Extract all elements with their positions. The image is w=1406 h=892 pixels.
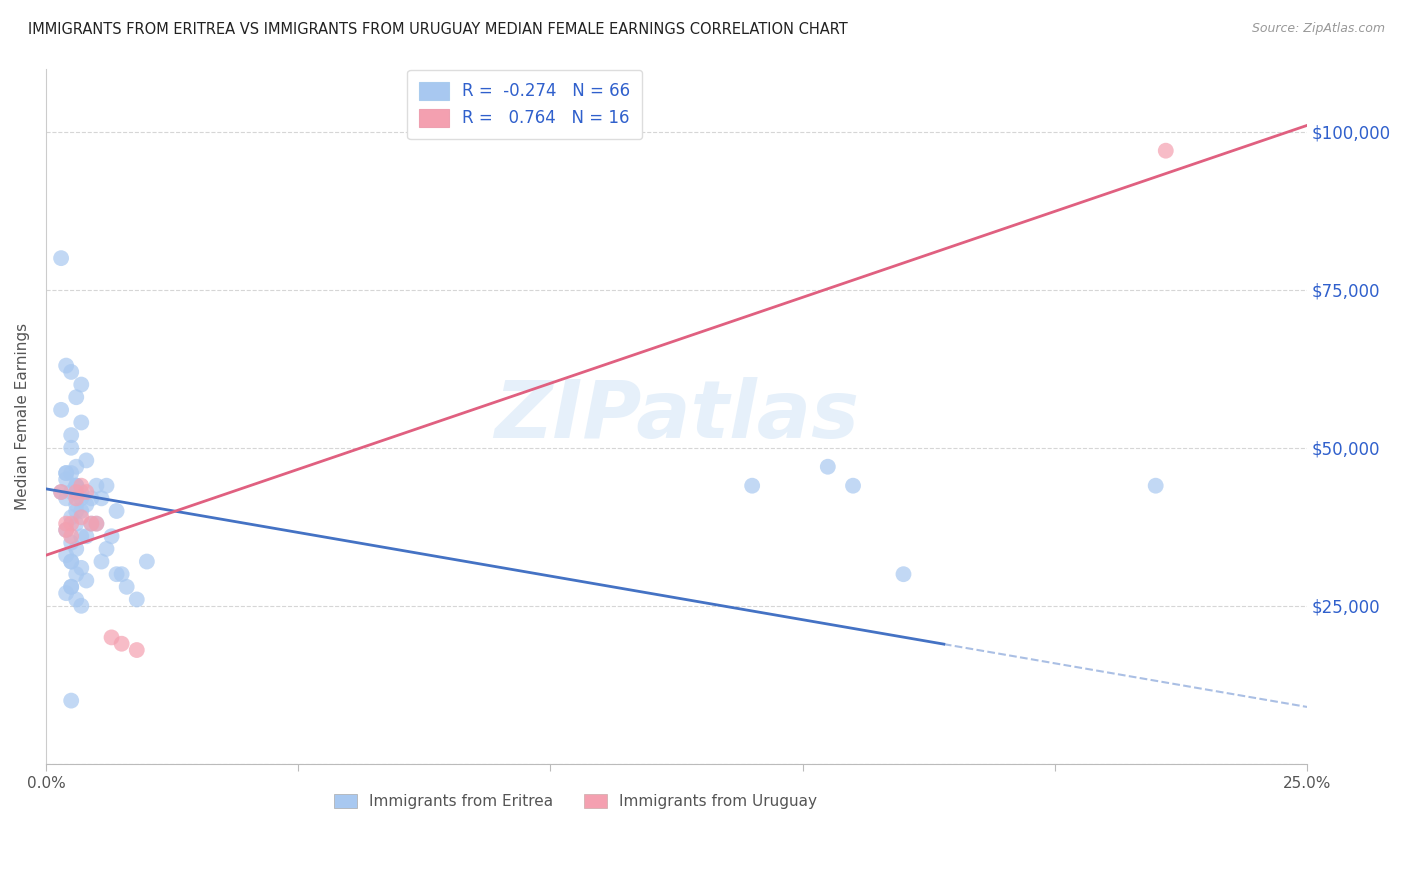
Point — [893, 567, 915, 582]
Text: ZIPatlas: ZIPatlas — [494, 377, 859, 455]
Point — [70, 377, 93, 392]
Point — [49, 251, 72, 265]
Point — [60, 555, 83, 569]
Point — [86, 516, 108, 531]
Point — [65, 390, 87, 404]
Point — [65, 479, 87, 493]
Point — [105, 567, 128, 582]
Point — [60, 441, 83, 455]
Point — [70, 510, 93, 524]
Point — [105, 504, 128, 518]
Point — [842, 479, 865, 493]
Point — [125, 592, 148, 607]
Point — [70, 529, 93, 543]
Point — [817, 459, 839, 474]
Point — [111, 637, 134, 651]
Point — [100, 631, 122, 645]
Point — [55, 548, 77, 562]
Point — [86, 516, 108, 531]
Point — [60, 510, 83, 524]
Point — [70, 479, 93, 493]
Point — [70, 599, 93, 613]
Point — [75, 529, 97, 543]
Point — [55, 466, 77, 480]
Point — [135, 555, 157, 569]
Point — [60, 693, 83, 707]
Point — [60, 485, 83, 500]
Point — [65, 516, 87, 531]
Point — [65, 479, 87, 493]
Y-axis label: Median Female Earnings: Median Female Earnings — [15, 323, 30, 509]
Point — [49, 402, 72, 417]
Point — [60, 580, 83, 594]
Point — [65, 491, 87, 506]
Point — [55, 516, 77, 531]
Point — [75, 485, 97, 500]
Point — [55, 491, 77, 506]
Point — [49, 485, 72, 500]
Point — [55, 472, 77, 486]
Point — [55, 523, 77, 537]
Point — [741, 479, 763, 493]
Point — [65, 567, 87, 582]
Point — [70, 561, 93, 575]
Point — [75, 574, 97, 588]
Point — [96, 541, 118, 556]
Point — [65, 485, 87, 500]
Point — [80, 516, 103, 531]
Text: IMMIGRANTS FROM ERITREA VS IMMIGRANTS FROM URUGUAY MEDIAN FEMALE EARNINGS CORREL: IMMIGRANTS FROM ERITREA VS IMMIGRANTS FR… — [28, 22, 848, 37]
Point — [70, 491, 93, 506]
Point — [55, 586, 77, 600]
Point — [60, 580, 83, 594]
Point — [90, 555, 112, 569]
Point — [65, 541, 87, 556]
Point — [70, 504, 93, 518]
Point — [65, 592, 87, 607]
Point — [55, 523, 77, 537]
Point — [70, 485, 93, 500]
Point — [65, 504, 87, 518]
Text: Source: ZipAtlas.com: Source: ZipAtlas.com — [1251, 22, 1385, 36]
Point — [70, 416, 93, 430]
Point — [80, 516, 103, 531]
Point — [55, 466, 77, 480]
Point — [100, 529, 122, 543]
Point — [60, 516, 83, 531]
Point — [86, 479, 108, 493]
Point — [60, 555, 83, 569]
Point — [65, 479, 87, 493]
Legend: Immigrants from Eritrea, Immigrants from Uruguay: Immigrants from Eritrea, Immigrants from… — [328, 788, 823, 815]
Point — [60, 428, 83, 442]
Point — [1154, 144, 1177, 158]
Point — [60, 466, 83, 480]
Point — [125, 643, 148, 657]
Point — [75, 453, 97, 467]
Point — [111, 567, 134, 582]
Point — [60, 529, 83, 543]
Point — [65, 459, 87, 474]
Point — [55, 359, 77, 373]
Point — [96, 479, 118, 493]
Point — [90, 491, 112, 506]
Point — [60, 365, 83, 379]
Point — [115, 580, 138, 594]
Point — [75, 498, 97, 512]
Point — [1144, 479, 1167, 493]
Point — [60, 535, 83, 549]
Point — [49, 485, 72, 500]
Point — [80, 491, 103, 506]
Point — [65, 498, 87, 512]
